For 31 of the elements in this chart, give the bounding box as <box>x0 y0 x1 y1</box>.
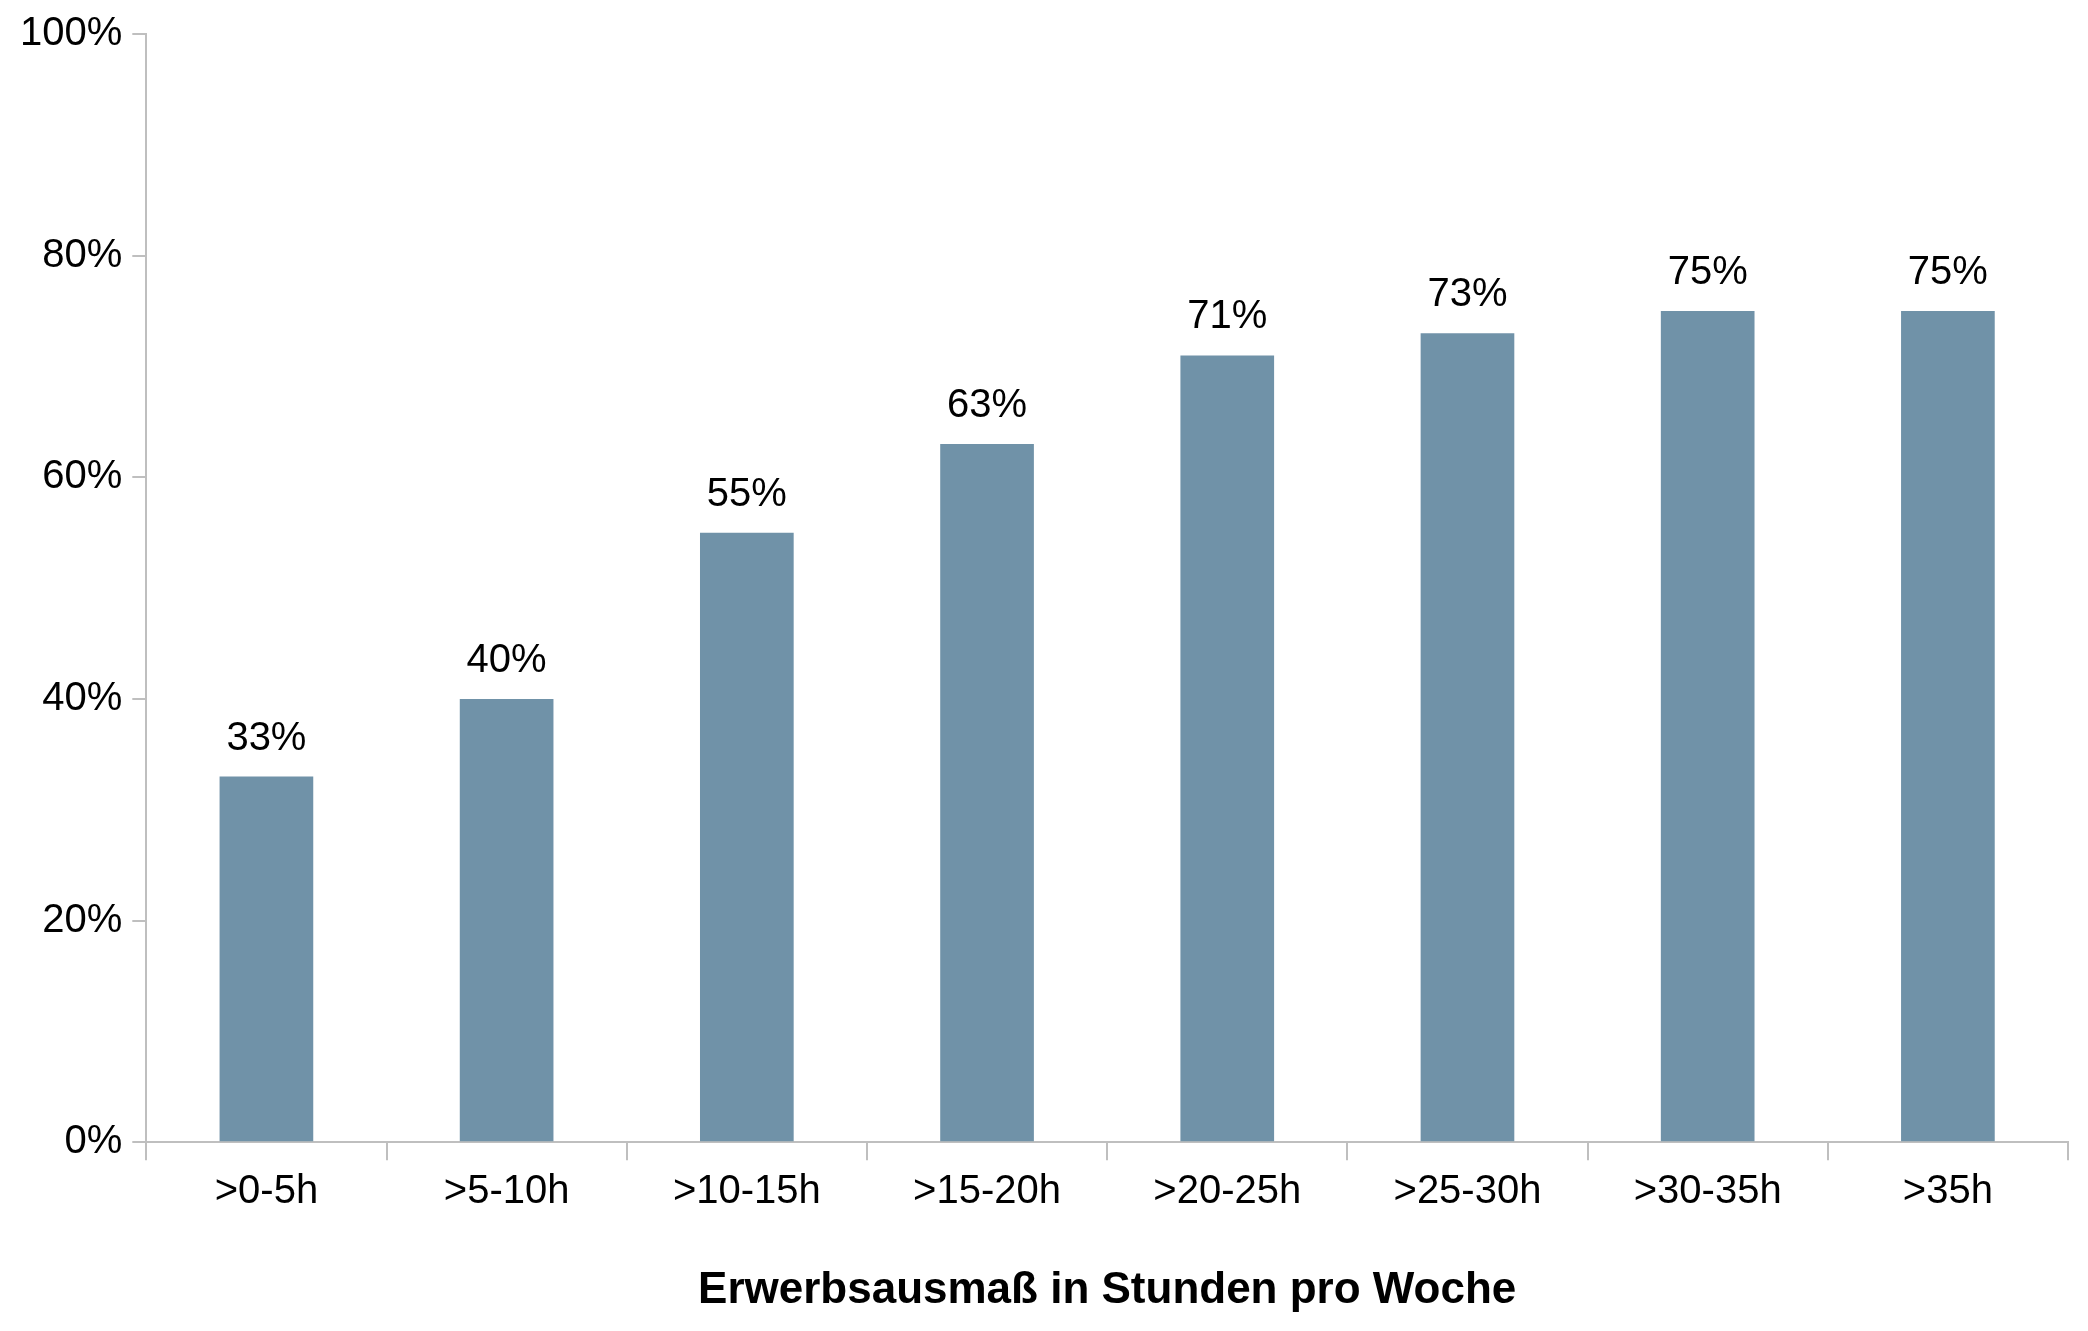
y-tick-label: 100% <box>19 9 123 54</box>
data-label: 75% <box>1667 248 1748 293</box>
x-tick-label: >25-30h <box>1393 1167 1542 1212</box>
data-label: 63% <box>947 381 1028 426</box>
y-tick-label: 0% <box>64 1117 123 1162</box>
data-label: 73% <box>1427 270 1508 315</box>
bar <box>219 776 314 1142</box>
y-tick-label: 40% <box>42 673 123 718</box>
bar <box>1180 355 1275 1142</box>
data-label: 71% <box>1187 292 1268 337</box>
y-tick-label: 60% <box>42 452 123 497</box>
x-tick-label: >0-5h <box>214 1167 319 1212</box>
bar <box>699 532 794 1142</box>
x-tick-label: >20-25h <box>1153 1167 1302 1212</box>
bar <box>459 698 554 1142</box>
x-tick-label: >10-15h <box>672 1167 821 1212</box>
x-tick-label: >35h <box>1902 1167 1993 1212</box>
data-label: 75% <box>1907 248 1988 293</box>
x-tick-label: >15-20h <box>913 1167 1062 1212</box>
bar <box>1901 311 1995 1142</box>
bar <box>1660 311 1755 1142</box>
data-label: 33% <box>226 713 307 758</box>
y-tick-label: 20% <box>42 895 123 940</box>
bar <box>940 444 1034 1142</box>
y-tick-label: 80% <box>42 230 123 275</box>
x-axis-title: Erwerbsausmaß in Stunden pro Woche <box>698 1262 1517 1312</box>
data-label: 40% <box>466 635 547 680</box>
x-tick-label: >5-10h <box>443 1167 570 1212</box>
bar <box>1420 333 1515 1142</box>
x-tick-label: >30-35h <box>1633 1167 1782 1212</box>
data-label: 55% <box>706 469 787 514</box>
